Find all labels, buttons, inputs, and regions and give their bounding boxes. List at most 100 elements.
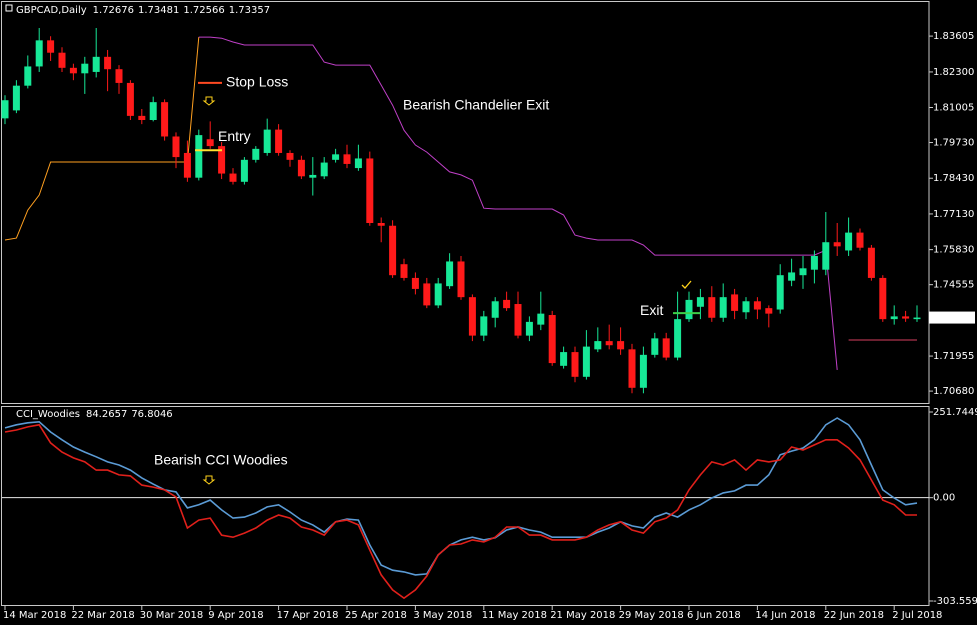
- candle-body: [822, 242, 830, 270]
- cci-line: [4, 417, 918, 576]
- x-tick-label: 14 Jun 2018: [755, 610, 815, 621]
- candle-body: [320, 162, 328, 177]
- candle-body: [719, 297, 727, 318]
- readout-value: 84.2657: [86, 409, 127, 420]
- candle-body: [491, 301, 499, 318]
- candle-body: [742, 301, 750, 313]
- readout-value: 1.72676: [93, 5, 134, 16]
- x-tick-label: 30 Mar 2018: [140, 610, 203, 621]
- candle-body: [297, 159, 305, 177]
- candle-body: [229, 173, 237, 182]
- candle-body: [799, 268, 807, 276]
- candle-body: [639, 354, 647, 388]
- cci-arrow: [202, 475, 216, 485]
- annotation-label: Entry: [218, 128, 251, 144]
- indicator-line: [198, 36, 838, 370]
- candle-body: [571, 352, 579, 377]
- candle-body: [810, 255, 818, 270]
- candle-body: [286, 152, 294, 160]
- price-panel-frame: [1, 1, 930, 404]
- candle-body: [560, 352, 568, 366]
- cci-line: [4, 423, 917, 600]
- y-tick-label: 251.7449: [933, 407, 977, 418]
- readout-value: 76.8046: [131, 409, 172, 420]
- candle-body: [92, 56, 100, 72]
- candle-body: [389, 225, 397, 276]
- y-tick-label: 1.75830: [933, 245, 974, 256]
- y-tick-label: 1.78430: [933, 173, 974, 184]
- y-tick-label: 1.71955: [933, 351, 974, 362]
- candle-body: [138, 115, 146, 121]
- candle-body: [332, 154, 340, 160]
- candle-body: [58, 52, 66, 68]
- candle-body: [674, 319, 682, 358]
- candle-body: [218, 146, 226, 174]
- candle-body: [753, 301, 761, 310]
- candle-body: [731, 294, 739, 311]
- symbol-icon: [5, 4, 13, 12]
- y-tick-label: 1.70680: [933, 386, 974, 397]
- x-tick-label: 3 May 2018: [413, 610, 472, 621]
- exit-check: [681, 280, 692, 289]
- x-tick-label: 2 Jul 2018: [892, 610, 942, 621]
- candle-body: [377, 223, 385, 226]
- y-tick-label: -303.5597: [933, 596, 977, 607]
- y-tick-label: 1.79730: [933, 138, 974, 149]
- last-price-box: [929, 311, 975, 324]
- candle-body: [651, 338, 659, 355]
- candle-body: [708, 297, 716, 318]
- x-tick-label: 22 Jun 2018: [824, 610, 884, 621]
- readout-value: 1.72566: [183, 5, 224, 16]
- candle-body: [161, 102, 169, 137]
- candle-body: [594, 341, 602, 350]
- candle-body: [240, 159, 248, 182]
- y-tick-label: 1.82300: [933, 67, 974, 78]
- candle-body: [548, 315, 556, 364]
- candle-body: [104, 56, 112, 70]
- candle-body: [617, 341, 625, 350]
- candle-body: [890, 316, 898, 320]
- x-tick-label: 11 May 2018: [482, 610, 547, 621]
- annotation-label: Bearish CCI Woodies: [154, 452, 288, 468]
- candle-body: [47, 40, 55, 53]
- candle-body: [252, 148, 260, 160]
- candle-body: [503, 299, 511, 309]
- candle-body: [366, 158, 374, 224]
- candle-body: [81, 63, 89, 74]
- candle-body: [446, 261, 454, 287]
- candle-body: [275, 129, 283, 153]
- candle-body: [833, 242, 841, 247]
- candle-body: [400, 264, 408, 278]
- candle-body: [24, 66, 32, 86]
- candle-body: [263, 129, 271, 153]
- candle-body: [12, 85, 20, 111]
- x-tick-label: 22 Mar 2018: [71, 610, 134, 621]
- chart-title: CCI_Woodies: [16, 409, 80, 420]
- candle-body: [856, 232, 864, 248]
- candle-body: [457, 261, 465, 298]
- candle-body: [913, 317, 921, 320]
- candle-body: [115, 69, 123, 83]
- candle-body: [480, 316, 488, 336]
- candle-body: [195, 135, 203, 178]
- annotation-label: Exit: [640, 302, 663, 318]
- candle-body: [172, 136, 180, 158]
- y-tick-label: 1.83605: [933, 31, 974, 42]
- candle-body: [343, 154, 351, 164]
- candle-body: [537, 313, 545, 325]
- candle-body: [423, 283, 431, 306]
- readout-value: 1.73357: [229, 5, 270, 16]
- x-tick-label: 17 Apr 2018: [277, 610, 339, 621]
- x-tick-label: 14 Mar 2018: [3, 610, 66, 621]
- y-tick-label: 1.81005: [933, 103, 974, 114]
- candle-body: [149, 102, 157, 121]
- candle-body: [696, 297, 704, 307]
- candle-body: [685, 299, 693, 320]
- entry-arrow: [202, 96, 216, 106]
- x-tick-label: 6 Jun 2018: [687, 610, 741, 621]
- cci-panel-frame: [1, 406, 930, 606]
- chart-title: GBPCAD,Daily: [16, 5, 87, 16]
- candle-body: [582, 346, 590, 377]
- candle-body: [514, 304, 522, 336]
